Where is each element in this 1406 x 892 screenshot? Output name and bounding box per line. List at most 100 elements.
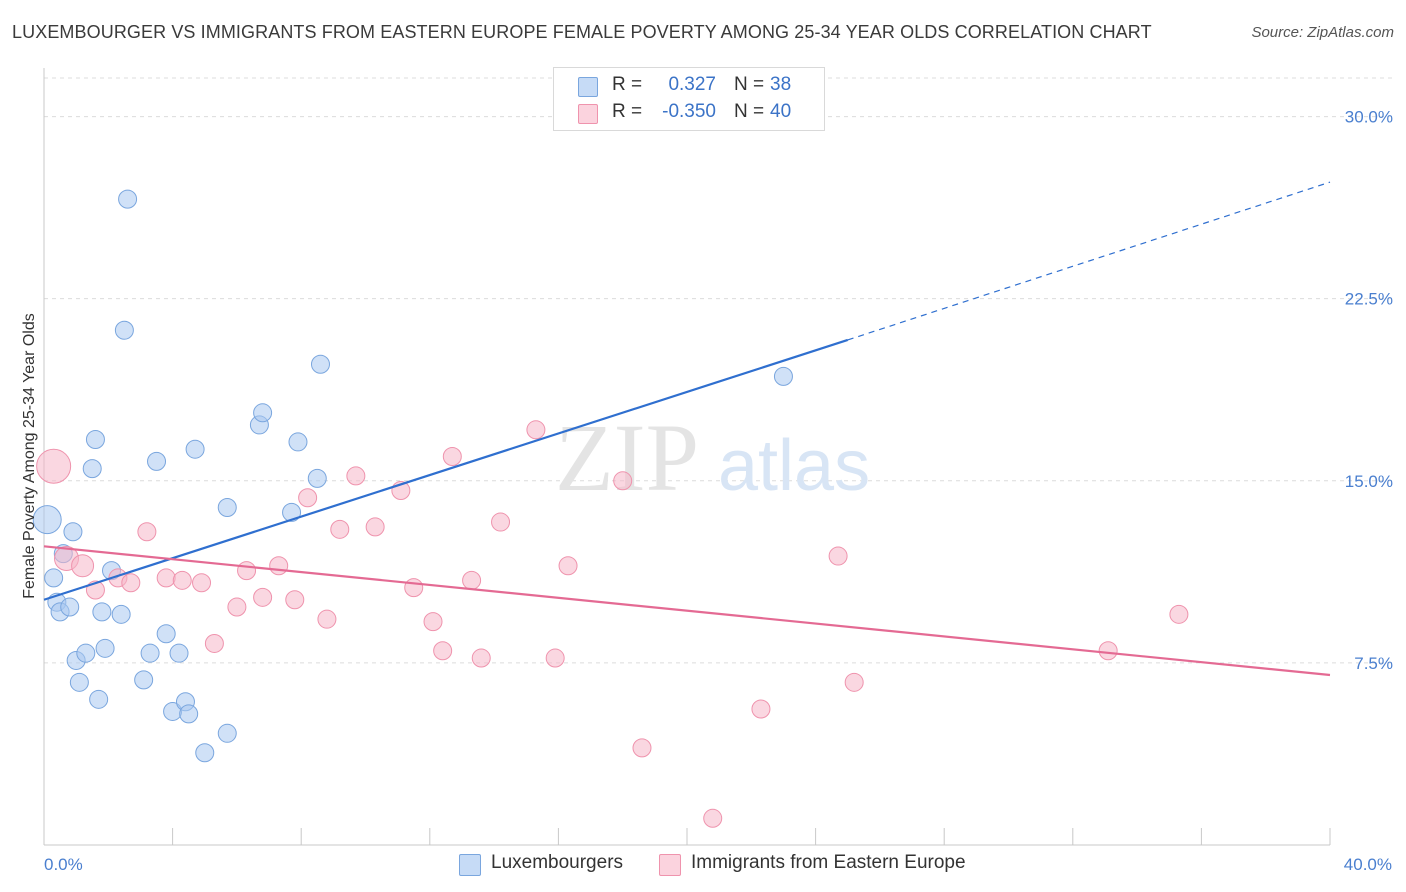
- data-point-immigrants: [462, 570, 482, 590]
- legend-swatch-pink: [578, 104, 598, 124]
- data-point-immigrants: [491, 512, 511, 532]
- series-legend-label: Immigrants from Eastern Europe: [691, 852, 966, 873]
- data-point-immigrants: [545, 648, 565, 668]
- data-point-luxembourgers: [217, 723, 237, 743]
- data-point-immigrants: [558, 556, 578, 576]
- trend-lines: [43, 181, 1331, 677]
- data-point-luxembourgers: [307, 468, 327, 488]
- x-tick-label: 0.0%: [44, 855, 83, 874]
- data-point-luxembourgers: [195, 743, 215, 763]
- data-point-luxembourgers: [169, 643, 189, 663]
- watermark-zip: ZIP: [555, 404, 699, 511]
- data-point-immigrants: [330, 519, 350, 539]
- data-point-immigrants: [227, 597, 247, 617]
- data-point-luxembourgers: [89, 689, 109, 709]
- data-point-immigrants: [828, 546, 848, 566]
- legend-n-label: N =: [734, 74, 765, 95]
- y-axis-title: Female Poverty Among 25-34 Year Olds: [21, 313, 38, 599]
- data-point-luxembourgers: [92, 602, 112, 622]
- y-tick-label: 22.5%: [1345, 290, 1393, 309]
- data-point-luxembourgers: [32, 505, 62, 535]
- data-point-luxembourgers: [85, 430, 105, 450]
- data-point-immigrants: [71, 554, 95, 578]
- trend-line-immigrants: [43, 545, 1331, 677]
- y-tick-label: 30.0%: [1345, 108, 1393, 127]
- data-point-immigrants: [36, 448, 72, 484]
- data-point-immigrants: [285, 590, 305, 610]
- data-point-immigrants: [204, 633, 224, 653]
- legend-n-value: 38: [770, 74, 792, 95]
- data-point-luxembourgers: [185, 439, 205, 459]
- data-point-immigrants: [317, 609, 337, 629]
- legend-n-value: 40: [770, 101, 792, 122]
- legend-r-value: 0.327: [668, 74, 716, 95]
- data-point-luxembourgers: [111, 604, 131, 624]
- chart-title: LUXEMBOURGER VS IMMIGRANTS FROM EASTERN …: [12, 22, 1152, 42]
- data-point-luxembourgers: [217, 497, 237, 517]
- series-legend-label: Luxembourgers: [491, 852, 624, 873]
- series-swatch-pink: [659, 854, 681, 876]
- data-point-luxembourgers: [95, 638, 115, 658]
- data-point-immigrants: [433, 641, 453, 661]
- legend-n-label: N =: [734, 101, 765, 122]
- data-point-immigrants: [269, 556, 289, 576]
- data-point-immigrants: [253, 587, 273, 607]
- data-point-luxembourgers: [69, 672, 89, 692]
- data-point-immigrants: [172, 570, 192, 590]
- data-point-luxembourgers: [282, 502, 302, 522]
- data-point-immigrants: [442, 447, 462, 466]
- data-point-immigrants: [471, 648, 491, 668]
- data-point-immigrants: [1098, 641, 1118, 661]
- data-point-immigrants: [237, 561, 257, 581]
- series-swatch-blue: [459, 854, 481, 876]
- x-tick-label: 40.0%: [1344, 855, 1392, 874]
- data-point-immigrants: [298, 488, 318, 508]
- correlation-legend: R = 0.327 N = 38 R = -0.350 N = 40: [553, 67, 825, 131]
- data-point-immigrants: [346, 466, 366, 486]
- series-legend: Luxembourgers Immigrants from Eastern Eu…: [0, 852, 1406, 878]
- y-tick-label: 7.5%: [1354, 654, 1393, 673]
- data-point-immigrants: [137, 522, 157, 542]
- data-point-luxembourgers: [76, 643, 96, 663]
- data-point-luxembourgers: [82, 459, 102, 479]
- source-label: Source: ZipAtlas.com: [1251, 24, 1394, 41]
- legend-r-label: R =: [612, 74, 643, 95]
- data-point-luxembourgers: [773, 366, 793, 386]
- data-point-luxembourgers: [156, 624, 176, 644]
- legend-r-value: -0.350: [662, 101, 716, 122]
- legend-swatch-blue: [578, 77, 598, 97]
- data-point-immigrants: [632, 738, 652, 758]
- watermark: ZIP atlas: [555, 404, 870, 511]
- trend-extension-luxembourgers: [847, 181, 1331, 341]
- data-point-luxembourgers: [253, 403, 273, 423]
- data-point-luxembourgers: [179, 704, 199, 724]
- data-point-immigrants: [404, 578, 424, 598]
- watermark-atlas: atlas: [718, 426, 870, 506]
- data-point-immigrants: [423, 612, 443, 632]
- data-point-immigrants: [844, 672, 864, 692]
- data-point-luxembourgers: [310, 354, 330, 374]
- data-point-immigrants: [365, 517, 385, 537]
- data-point-luxembourgers: [63, 522, 83, 542]
- trend-line-luxembourgers: [43, 338, 849, 601]
- data-point-immigrants: [121, 573, 141, 593]
- data-point-immigrants: [1169, 604, 1189, 624]
- legend-row-luxembourgers: R = 0.327 N = 38: [554, 74, 824, 100]
- legend-r-label: R =: [612, 101, 643, 122]
- data-point-immigrants: [613, 471, 633, 491]
- data-point-luxembourgers: [134, 670, 154, 690]
- data-point-luxembourgers: [140, 643, 160, 663]
- y-tick-label: 15.0%: [1345, 472, 1393, 491]
- data-point-immigrants: [192, 573, 212, 593]
- data-point-immigrants: [156, 568, 176, 588]
- legend-row-immigrants: R = -0.350 N = 40: [554, 101, 824, 127]
- data-point-luxembourgers: [60, 597, 80, 617]
- data-point-luxembourgers: [114, 320, 134, 340]
- data-point-luxembourgers: [118, 189, 138, 209]
- data-point-luxembourgers: [288, 432, 308, 452]
- data-point-immigrants: [526, 420, 546, 440]
- axis-labels: 7.5% 15.0% 22.5% 30.0% 0.0% 40.0% Female Pover…: [21, 108, 1393, 874]
- data-point-luxembourgers: [147, 451, 167, 471]
- data-point-immigrants: [751, 699, 771, 719]
